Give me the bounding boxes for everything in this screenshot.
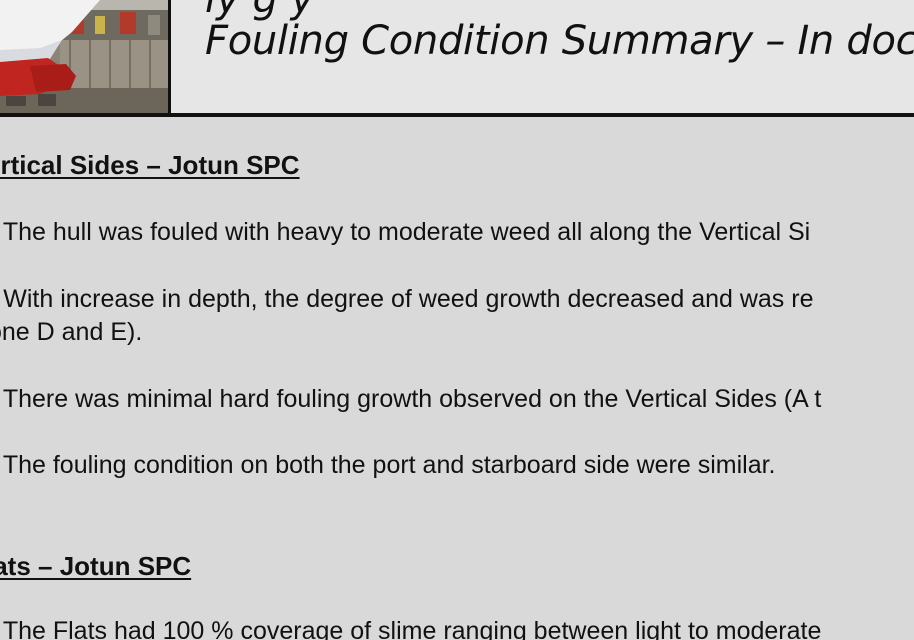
bullet-item: ) With increase in depth, the degree of … bbox=[0, 283, 813, 349]
section-heading-vertical-sides: ertical Sides – Jotun SPC bbox=[0, 150, 300, 180]
bullet-item: ) The Flats had 100 % coverage of slime … bbox=[0, 615, 822, 640]
bullet-item: ) There was minimal hard fouling growth … bbox=[0, 383, 821, 416]
ship-hull-image bbox=[0, 0, 168, 116]
slide-title: Fouling Condition Summary – In docki bbox=[205, 18, 914, 64]
bullet-text: The fouling condition on both the port a… bbox=[0, 451, 776, 479]
section-heading-flats: lats – Jotun SPC bbox=[0, 551, 192, 581]
title-upper-line: ly g y bbox=[205, 0, 314, 22]
bullet-text-continuation: one D and E). bbox=[0, 318, 143, 346]
bullet-item: ) The fouling condition on both the port… bbox=[0, 449, 776, 482]
dry-dock-ship-photo bbox=[0, 0, 171, 116]
bullet-text: The Flats had 100 % coverage of slime ra… bbox=[0, 617, 822, 640]
bullet-text: With increase in depth, the degree of we… bbox=[0, 285, 814, 313]
header-divider bbox=[0, 113, 914, 117]
bullet-item: ) The hull was fouled with heavy to mode… bbox=[0, 216, 810, 249]
bullet-text: The hull was fouled with heavy to modera… bbox=[0, 218, 811, 246]
bullet-text: There was minimal hard fouling growth ob… bbox=[0, 385, 822, 413]
